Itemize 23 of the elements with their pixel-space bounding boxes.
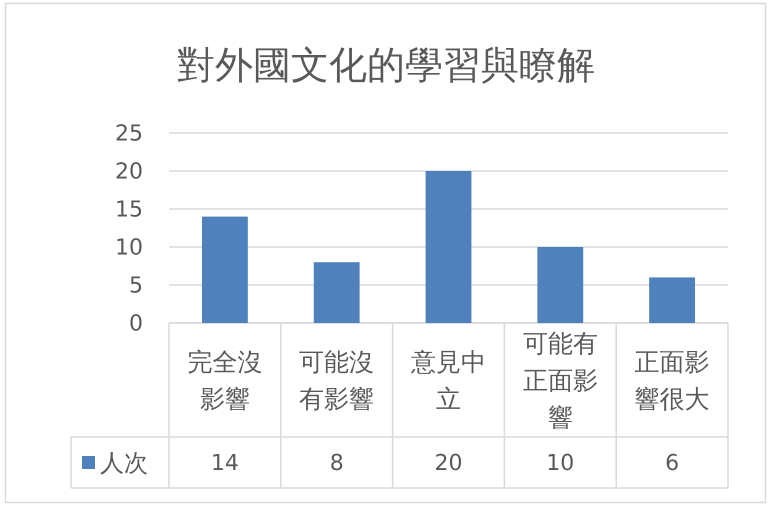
x-tick-label: 可能沒有影響 (299, 347, 374, 414)
data-label: 6 (665, 451, 680, 476)
bar (426, 171, 472, 323)
y-tick-label: 5 (129, 274, 143, 299)
x-tick-label: 可能有正面影響 (522, 328, 598, 432)
bar (314, 262, 360, 323)
x-tick-label: 意見中立 (410, 347, 486, 414)
y-tick-label: 25 (115, 122, 143, 147)
y-tick-label: 15 (115, 198, 143, 223)
chart-title: 對外國文化的學習與瞭解 (177, 45, 595, 87)
data-label: 20 (434, 451, 462, 476)
bar (202, 216, 248, 323)
y-tick-label: 10 (115, 236, 143, 261)
x-tick-label: 正面影響很大 (634, 347, 710, 414)
data-label: 8 (330, 451, 344, 476)
y-tick-label: 0 (129, 312, 143, 337)
bar (537, 247, 584, 323)
data-label: 14 (210, 451, 239, 476)
x-tick-label: 完全沒影響 (187, 347, 262, 414)
bar (649, 277, 696, 323)
data-label: 10 (546, 451, 574, 476)
legend-label: 人次 (100, 448, 148, 477)
y-tick-label: 20 (115, 160, 143, 185)
